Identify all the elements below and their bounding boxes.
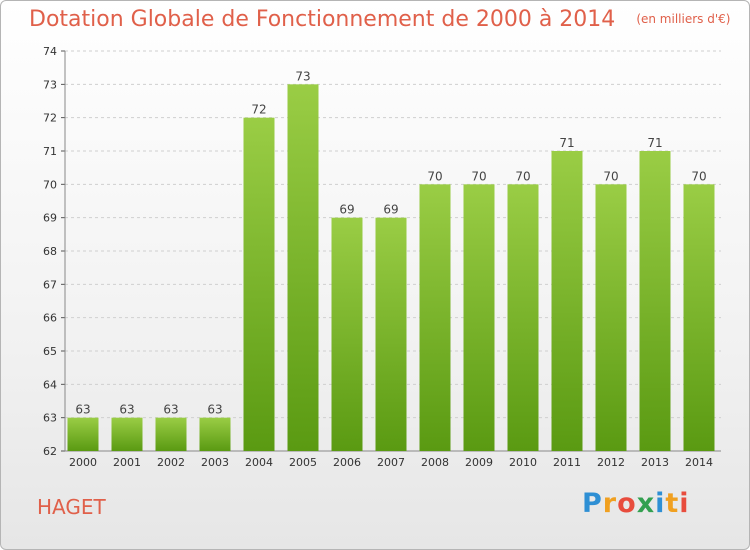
x-tick-label-2007: 2007 [377,456,405,469]
x-tick-label-2012: 2012 [597,456,625,469]
bar-2000 [67,417,99,451]
bar-2005 [287,84,319,451]
x-tick-label-2005: 2005 [289,456,317,469]
y-tick-label: 74 [43,45,57,58]
data-label-2008: 70 [427,169,442,183]
data-label-2007: 69 [383,203,398,217]
y-tick-label: 64 [43,378,57,391]
data-label-2012: 70 [603,169,618,183]
bar-2014 [683,184,715,452]
x-tick-label-2009: 2009 [465,456,493,469]
x-tick-label-2004: 2004 [245,456,273,469]
data-label-2006: 69 [339,203,354,217]
y-tick-label: 68 [43,245,57,258]
y-tick-label: 73 [43,78,57,91]
x-tick-label-2006: 2006 [333,456,361,469]
y-tick-label: 67 [43,278,57,291]
x-tick-label-2010: 2010 [509,456,537,469]
bar-2004 [243,117,275,452]
bar-2007 [375,217,407,451]
y-tick-label: 66 [43,312,57,325]
data-label-2004: 72 [251,103,266,117]
x-tick-label-2014: 2014 [685,456,713,469]
chart-title-text: Dotation Globale de Fonctionnement de 20… [29,7,616,32]
x-tick-label-2011: 2011 [553,456,581,469]
chart-unit: (en milliers d'€) [636,12,731,26]
bar-2006 [331,217,363,451]
y-tick-label: 65 [43,345,57,358]
x-tick-label-2008: 2008 [421,456,449,469]
bar-2010 [507,184,539,452]
data-label-2001: 63 [119,403,134,417]
city-name: HAGET [37,495,106,519]
data-label-2011: 71 [559,136,574,150]
chart-title: Dotation Globale de Fonctionnement de 20… [29,7,730,32]
y-tick-label: 72 [43,112,57,125]
data-label-2002: 63 [163,403,178,417]
bar-2011 [551,151,583,451]
data-label-2005: 73 [295,69,310,83]
data-label-2014: 70 [691,169,706,183]
bar-2009 [463,184,495,452]
x-tick-label-2003: 2003 [201,456,229,469]
y-tick-label: 70 [43,178,57,191]
x-tick-label-2000: 2000 [69,456,97,469]
y-tick-label: 63 [43,412,57,425]
x-axis: 2000 2001 2002 2003 2004 2005 2006 2007 2008 2009… [69,456,713,469]
data-label-2009: 70 [471,169,486,183]
data-label-2000: 63 [75,403,90,417]
x-tick-label-2013: 2013 [641,456,669,469]
y-tick-label: 71 [43,145,57,158]
x-tick-label-2002: 2002 [157,456,185,469]
data-label-2010: 70 [515,169,530,183]
bar-2003 [199,417,231,451]
data-label-2003: 63 [207,403,222,417]
bars: 63 63 63 63 72 73 69 69 70 70 70 71 70 71 70 [67,69,715,452]
y-tick-label: 62 [43,445,57,458]
bar-2001 [111,417,143,451]
data-label-2013: 71 [647,136,662,150]
bar-2002 [155,417,187,451]
proxiti-logo[interactable]: Proxiti [582,488,690,519]
y-tick-label: 69 [43,212,57,225]
bar-2012 [595,184,627,452]
x-tick-label-2001: 2001 [113,456,141,469]
bar-2008 [419,184,451,452]
bar-2013 [639,151,671,451]
